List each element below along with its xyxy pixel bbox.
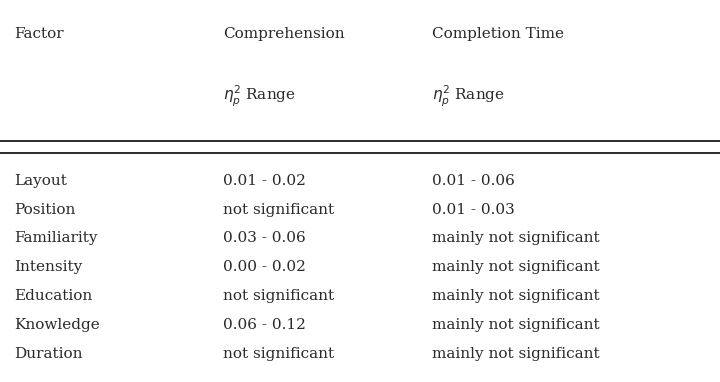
- Text: not significant: not significant: [223, 347, 334, 361]
- Text: $\eta_p^2$ Range: $\eta_p^2$ Range: [223, 84, 296, 109]
- Text: Duration: Duration: [14, 347, 83, 361]
- Text: 0.01 - 0.02: 0.01 - 0.02: [223, 174, 306, 188]
- Text: $\eta_p^2$ Range: $\eta_p^2$ Range: [432, 84, 505, 109]
- Text: Completion Time: Completion Time: [432, 27, 564, 41]
- Text: Comprehension: Comprehension: [223, 27, 345, 41]
- Text: mainly not significant: mainly not significant: [432, 347, 600, 361]
- Text: Position: Position: [14, 202, 76, 217]
- Text: Education: Education: [14, 289, 93, 303]
- Text: 0.03 - 0.06: 0.03 - 0.06: [223, 231, 306, 246]
- Text: Factor: Factor: [14, 27, 64, 41]
- Text: Layout: Layout: [14, 174, 67, 188]
- Text: mainly not significant: mainly not significant: [432, 260, 600, 274]
- Text: mainly not significant: mainly not significant: [432, 231, 600, 246]
- Text: 0.06 - 0.12: 0.06 - 0.12: [223, 318, 306, 332]
- Text: mainly not significant: mainly not significant: [432, 318, 600, 332]
- Text: Familiarity: Familiarity: [14, 231, 98, 246]
- Text: 0.01 - 0.06: 0.01 - 0.06: [432, 174, 515, 188]
- Text: Intensity: Intensity: [14, 260, 83, 274]
- Text: not significant: not significant: [223, 289, 334, 303]
- Text: mainly not significant: mainly not significant: [432, 289, 600, 303]
- Text: 0.00 - 0.02: 0.00 - 0.02: [223, 260, 306, 274]
- Text: Knowledge: Knowledge: [14, 318, 100, 332]
- Text: not significant: not significant: [223, 202, 334, 217]
- Text: 0.01 - 0.03: 0.01 - 0.03: [432, 202, 515, 217]
